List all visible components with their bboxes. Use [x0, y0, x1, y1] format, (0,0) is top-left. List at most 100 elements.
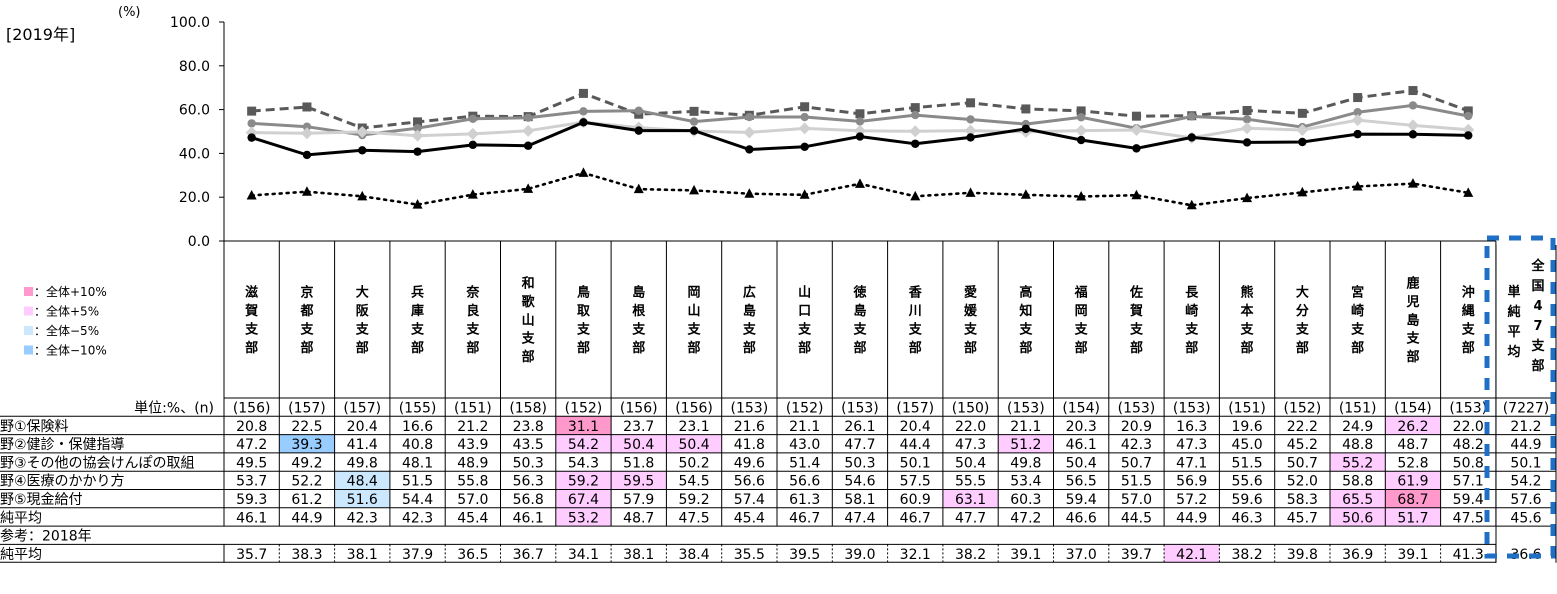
data-point: [965, 187, 976, 197]
data-table: 滋賀支部 京都支部 大阪支部 兵庫支部 奈良支部 和歌山支部 鳥取支部 島根支部 岡山支部 広島支…: [0, 235, 1557, 563]
row-5-cell: 57.0: [457, 492, 488, 508]
ref-row-cell: 36.7: [513, 547, 544, 563]
cell-highlight: [666, 434, 722, 453]
y-tick-label: 60.0: [179, 103, 210, 119]
row-1-cell: 20.9: [1121, 419, 1152, 435]
data-point: [743, 126, 756, 139]
y-tick-label: 80.0: [179, 59, 210, 75]
ref-row-cell: 39.7: [1121, 547, 1152, 563]
cell-highlight: [1385, 507, 1441, 527]
prefecture-header-23: 沖縄支部: [1461, 285, 1476, 356]
row-1-cell: 20.4: [347, 419, 378, 435]
legend-label: ：全体+5%: [34, 304, 99, 319]
n-row-cell: (153): [731, 401, 769, 417]
row-3-cell: 54.3: [568, 455, 599, 471]
row-3-cell: 49.2: [291, 455, 322, 471]
cell-highlight: [334, 489, 390, 508]
data-point: [1076, 106, 1086, 116]
row-3-cell: 52.8: [1397, 455, 1428, 471]
ref-row-cell: 38.2: [955, 547, 986, 563]
row-4-cell: 53.4: [1010, 474, 1041, 490]
data-point: [1187, 112, 1196, 121]
row-4-cell: 48.4: [347, 474, 378, 490]
data-point: [413, 147, 422, 156]
data-point: [1130, 123, 1143, 136]
series-2: [247, 118, 1473, 160]
legend-swatch: [24, 326, 33, 335]
data-point: [1407, 178, 1418, 188]
ref-row-cell: 39.1: [1397, 547, 1428, 563]
row-2-cell: 47.7: [844, 437, 875, 453]
row-4-cell: 56.9: [1176, 474, 1207, 490]
row-4-cell: 57.5: [900, 474, 931, 490]
data-point: [523, 113, 533, 122]
data-point: [800, 112, 809, 122]
data-point: [1242, 115, 1252, 124]
row-3-total: 50.1: [1510, 455, 1541, 471]
row-1-cell: 21.1: [789, 419, 820, 435]
row-1-total: 21.2: [1510, 419, 1541, 435]
n-row-cell: (156): [233, 401, 271, 417]
row-6-cell: 42.3: [402, 510, 433, 526]
row-4-cell: 55.5: [955, 474, 986, 490]
row-5-cell: 58.3: [1287, 492, 1318, 508]
line-plot-area: 0.0 20.0 40.0 60.0 80.0 100.0: [170, 15, 1496, 250]
data-point: [302, 150, 312, 160]
cell-highlight: [279, 434, 335, 453]
data-point: [411, 129, 424, 142]
row-5-cell: 51.6: [347, 492, 378, 508]
data-point: [302, 122, 312, 131]
row-6-cell: 44.5: [1121, 510, 1152, 526]
row-5-cell: 59.6: [1231, 492, 1262, 508]
row-4-cell: 51.5: [1121, 474, 1152, 490]
row-1-cell: 31.1: [568, 419, 599, 435]
prefecture-header-22: 鹿児島支部: [1405, 276, 1420, 366]
row-2-cell: 47.3: [955, 437, 986, 453]
row-4-cell: 56.6: [789, 474, 820, 490]
data-point: [1131, 111, 1141, 121]
row-3-cell: 49.8: [1010, 455, 1041, 471]
data-point: [1353, 108, 1362, 117]
data-point: [634, 126, 643, 135]
row-1-cell: 26.2: [1397, 419, 1428, 435]
row-4-cell: 59.5: [623, 474, 654, 490]
row-3-cell: 50.3: [513, 455, 544, 471]
row-3-cell: 55.2: [1342, 455, 1373, 471]
prefecture-header-13: 香川支部: [908, 285, 923, 356]
row-5-cell: 60.3: [1010, 492, 1041, 508]
data-point: [1408, 86, 1418, 96]
n-row-cell: (153): [1173, 401, 1211, 417]
row-5-cell: 59.4: [1066, 492, 1097, 508]
row-6-total: 45.6: [1510, 510, 1541, 526]
row-3-cell: 50.1: [900, 455, 931, 471]
ref-row-cell: 35.5: [734, 547, 765, 563]
data-point: [1351, 114, 1364, 127]
row-2-cell: 45.0: [1231, 437, 1262, 453]
data-point: [413, 117, 423, 127]
row-1-cell: 22.5: [291, 419, 322, 435]
row-5-cell: 57.2: [1176, 492, 1207, 508]
row-5-cell: 57.9: [623, 492, 654, 508]
data-point: [855, 109, 865, 119]
data-point: [466, 127, 479, 140]
row-5-cell: 68.7: [1397, 492, 1428, 508]
row-5-cell: 56.8: [513, 492, 544, 508]
data-point: [745, 112, 754, 122]
cell-highlight: [555, 489, 612, 508]
data-point: [1132, 144, 1141, 153]
row-3-cell: 49.5: [236, 455, 267, 471]
prefecture-header-9: 岡山支部: [687, 286, 702, 356]
row-5-total: 57.6: [1510, 492, 1541, 508]
data-point: [745, 145, 754, 154]
row-5-cell: 59.2: [678, 492, 709, 508]
data-point: [579, 118, 588, 127]
data-point: [522, 124, 535, 137]
row-2-cell: 54.2: [568, 437, 599, 453]
cell-highlight: [1330, 452, 1386, 472]
row-4-cell: 61.9: [1397, 474, 1428, 490]
data-point: [413, 124, 422, 133]
prefecture-header-12: 徳島支部: [852, 285, 867, 356]
row-4-cell: 54.5: [678, 474, 709, 490]
row-1-cell: 23.7: [623, 419, 654, 435]
